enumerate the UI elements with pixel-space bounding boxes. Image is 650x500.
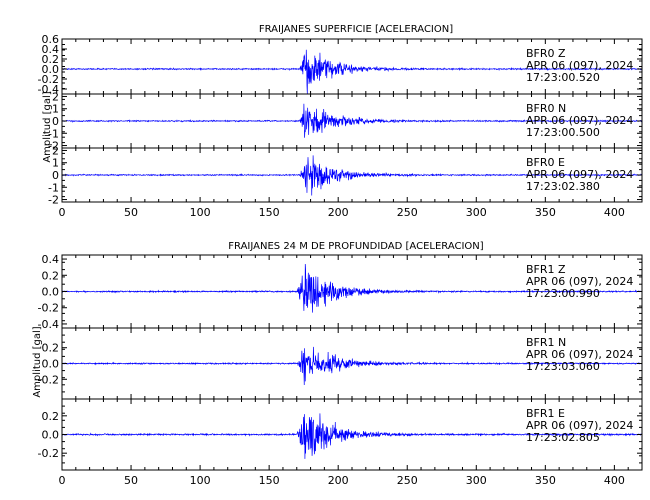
y-tick-label: 0.4 [42, 43, 60, 56]
surface-title: FRAIJANES SUPERFICIE [ACELERACION] [259, 24, 453, 35]
surface-x-ticks: 0 50 100 150 200 250 300 350 400 [59, 206, 625, 219]
station-label-line: 17:23:02.805 [526, 431, 600, 444]
y-tick-label: 0.0 [42, 358, 60, 371]
x-tick-label: 0 [59, 206, 66, 219]
surface-y-axis-label: Amplitud [gal] [42, 91, 53, 162]
station-label-line: BFR1 N [526, 336, 566, 349]
y-tick-label: 1 [52, 157, 59, 170]
y-tick-label: 0.6 [42, 33, 60, 46]
y-tick-label: 0.2 [42, 269, 60, 282]
x-tick-label: 150 [259, 474, 280, 487]
y-tick-label: -2 [48, 140, 59, 153]
y-tick-label: -0.2 [38, 373, 59, 386]
station-label-line: APR 06 (097), 2024 [526, 275, 633, 288]
y-tick-label: 0.0 [42, 286, 60, 299]
y-tick-label: 0.2 [42, 53, 60, 66]
waveform-trace [61, 155, 643, 196]
x-tick-label: 400 [604, 206, 625, 219]
station-label-line: APR 06 (097), 2024 [526, 59, 633, 72]
station-label-line: BFR0 N [526, 102, 566, 115]
y-tick-label: -2 [48, 194, 59, 207]
x-tick-label: 300 [466, 474, 487, 487]
y-tick-label: -0.4 [38, 318, 59, 331]
borehole-figure: FRAIJANES 24 M DE PROFUNDIDAD [ACELERACI… [32, 241, 643, 487]
y-tick-label: -0.2 [38, 73, 59, 86]
x-tick-label: 200 [328, 206, 349, 219]
x-tick-label: 200 [328, 474, 349, 487]
station-label-line: 17:23:02.380 [526, 180, 600, 193]
station-label-line: APR 06 (097), 2024 [526, 114, 633, 127]
station-label-line: APR 06 (097), 2024 [526, 168, 633, 181]
waveform-trace [61, 263, 643, 313]
y-tick-label: 0.2 [42, 410, 60, 423]
x-tick-label: 350 [535, 474, 556, 487]
station-label-line: BFR0 E [526, 156, 565, 169]
y-tick-label: 0.0 [42, 63, 60, 76]
station-label-line: BFR1 E [526, 407, 565, 420]
x-tick-label: 150 [259, 206, 280, 219]
y-tick-label: 0 [52, 115, 59, 128]
y-tick-label: 2 [52, 144, 59, 157]
x-tick-label: 50 [124, 474, 138, 487]
y-tick-label: -0.2 [38, 447, 59, 460]
y-tick-label: -0.4 [38, 83, 59, 96]
x-tick-label: 100 [190, 206, 211, 219]
waveform-trace [61, 413, 643, 459]
y-tick-label: -1 [48, 181, 59, 194]
y-tick-label: 2 [52, 90, 59, 103]
y-tick-label: 0.4 [42, 253, 60, 266]
x-tick-label: 100 [190, 474, 211, 487]
surface-figure: FRAIJANES SUPERFICIE [ACELERACION] Ampli… [38, 24, 643, 219]
station-label-line: BFR0 Z [526, 47, 566, 60]
y-tick-label: -0.2 [38, 302, 59, 315]
y-tick-label: 0.0 [42, 429, 60, 442]
station-label-line: BFR1 Z [526, 263, 566, 276]
y-tick-label: 0.2 [42, 342, 60, 355]
x-tick-label: 0 [59, 474, 66, 487]
x-tick-label: 400 [604, 474, 625, 487]
borehole-y-axis-label: Amplitud [gal] [32, 326, 43, 397]
station-label-line: APR 06 (097), 2024 [526, 348, 633, 361]
station-label-line: 17:23:03.060 [526, 360, 600, 373]
x-tick-label: 350 [535, 206, 556, 219]
station-label-line: APR 06 (097), 2024 [526, 419, 633, 432]
waveform-trace [61, 346, 643, 386]
borehole-title: FRAIJANES 24 M DE PROFUNDIDAD [ACELERACI… [228, 241, 483, 252]
waveform-trace [61, 49, 643, 95]
station-label-line: 17:23:00.520 [526, 71, 600, 84]
station-label-line: 17:23:00.990 [526, 287, 600, 300]
x-tick-label: 50 [124, 206, 138, 219]
y-tick-label: 0 [52, 169, 59, 182]
borehole-x-ticks: 0 50 100 150 200 250 300 350 400 [59, 474, 625, 487]
station-label-line: 17:23:00.500 [526, 126, 600, 139]
y-tick-label: 1 [52, 103, 59, 116]
x-tick-label: 250 [397, 474, 418, 487]
waveform-trace [61, 103, 643, 138]
x-tick-label: 300 [466, 206, 487, 219]
x-tick-label: 250 [397, 206, 418, 219]
y-tick-label: -1 [48, 127, 59, 140]
